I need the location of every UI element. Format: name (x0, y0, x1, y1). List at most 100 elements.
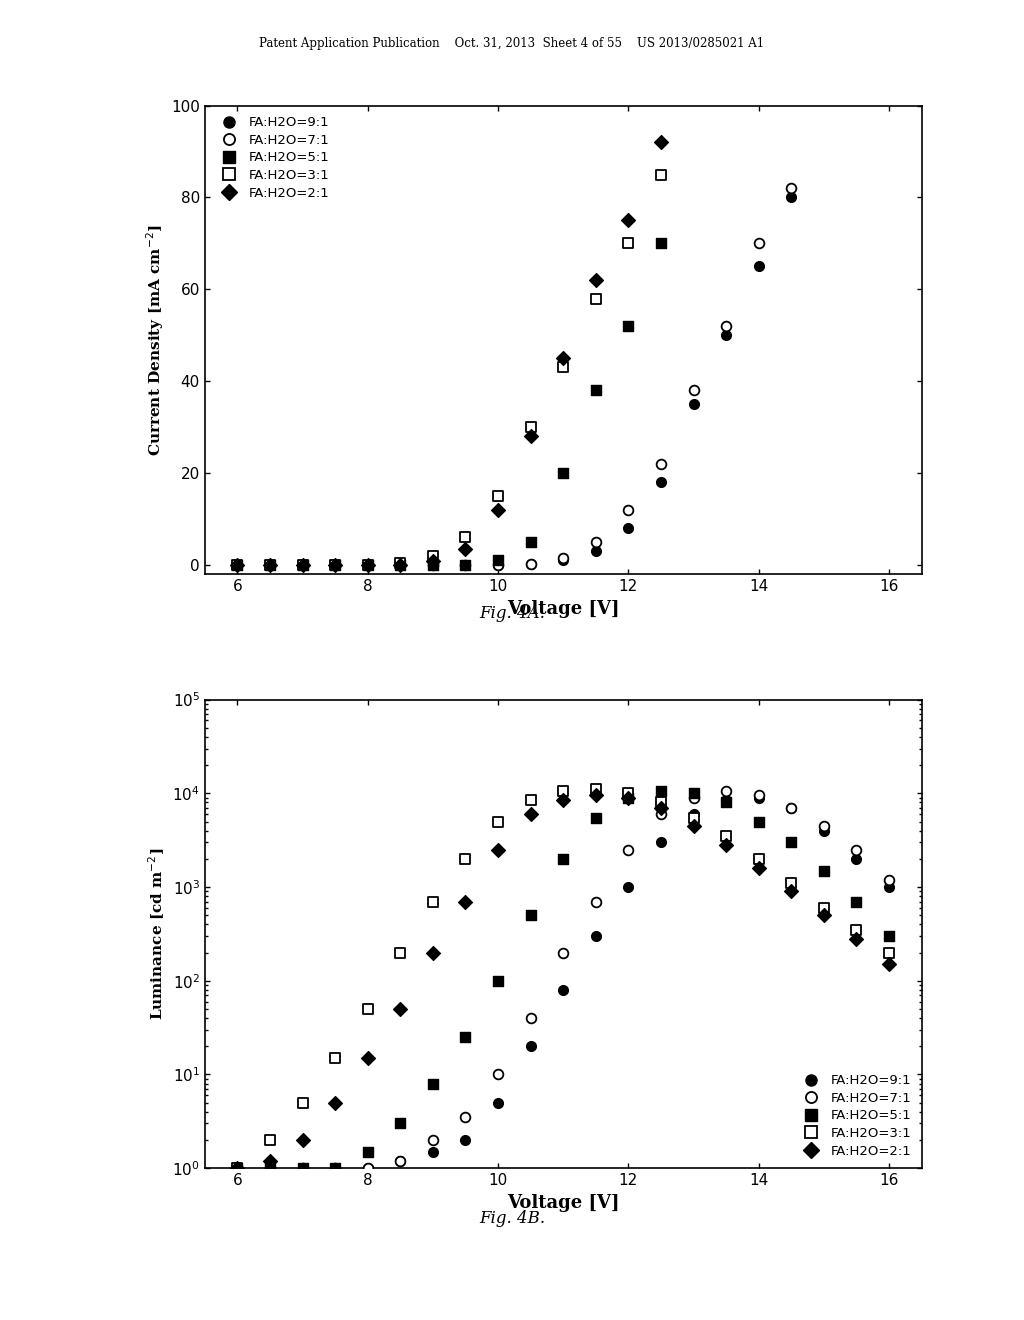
Point (652, 132, 669, 153)
Point (327, 554, 343, 576)
Point (751, 256, 767, 277)
Point (458, 891, 474, 912)
Point (327, 1158, 343, 1179)
Point (458, 539, 474, 560)
Point (458, 1027, 474, 1048)
Point (425, 1140, 441, 1162)
Point (327, 554, 343, 576)
Legend: FA:H2O=9:1, FA:H2O=7:1, FA:H2O=5:1, FA:H2O=3:1, FA:H2O=2:1: FA:H2O=9:1, FA:H2O=7:1, FA:H2O=5:1, FA:H… (794, 1071, 915, 1162)
Point (718, 325, 734, 346)
Point (588, 288, 604, 309)
Point (685, 787, 701, 808)
Point (621, 787, 637, 808)
Point (588, 925, 604, 946)
Point (751, 858, 767, 879)
Point (294, 1158, 310, 1179)
Point (458, 554, 474, 576)
X-axis label: Voltage [V]: Voltage [V] (507, 1193, 620, 1212)
Y-axis label: Luminance [cd m$^{-2}$]: Luminance [cd m$^{-2}$] (146, 847, 167, 1020)
Point (262, 554, 279, 576)
Point (229, 1158, 246, 1179)
X-axis label: Voltage [V]: Voltage [V] (507, 599, 620, 618)
Point (522, 904, 539, 925)
Point (588, 532, 604, 553)
Point (783, 797, 800, 818)
Point (522, 417, 539, 438)
Point (359, 1158, 376, 1179)
Point (262, 554, 279, 576)
Point (652, 232, 669, 253)
Point (262, 1130, 279, 1151)
Y-axis label: Current Density [mA cm$^{-2}$]: Current Density [mA cm$^{-2}$] (143, 224, 166, 455)
Point (751, 810, 767, 832)
Point (262, 1158, 279, 1179)
Point (392, 554, 409, 576)
Point (751, 232, 767, 253)
Point (621, 499, 637, 520)
Point (621, 232, 637, 253)
Point (816, 816, 833, 837)
Point (848, 891, 864, 912)
Point (555, 347, 571, 368)
Point (425, 1073, 441, 1094)
Point (783, 187, 800, 209)
Point (489, 840, 506, 861)
Point (621, 210, 637, 231)
Point (783, 832, 800, 853)
Point (262, 1150, 279, 1171)
Point (392, 942, 409, 964)
Point (359, 1047, 376, 1068)
Point (621, 840, 637, 861)
Point (294, 554, 310, 576)
Point (392, 1150, 409, 1171)
Point (522, 1036, 539, 1057)
Point (555, 942, 571, 964)
Point (621, 787, 637, 808)
Point (621, 517, 637, 539)
Point (425, 550, 441, 572)
Point (621, 315, 637, 337)
Point (652, 804, 669, 825)
Point (229, 1158, 246, 1179)
Point (652, 792, 669, 813)
Point (489, 810, 506, 832)
Point (359, 554, 376, 576)
Point (816, 820, 833, 841)
Point (359, 554, 376, 576)
Point (588, 891, 604, 912)
Point (229, 554, 246, 576)
Point (458, 1130, 474, 1151)
Point (816, 904, 833, 925)
Point (881, 869, 897, 890)
Point (718, 825, 734, 846)
Point (425, 545, 441, 566)
Point (881, 876, 897, 898)
Point (783, 880, 800, 902)
Point (555, 550, 571, 572)
Point (392, 552, 409, 573)
Point (718, 315, 734, 337)
Point (555, 356, 571, 378)
Point (555, 548, 571, 569)
Point (881, 953, 897, 974)
Point (392, 554, 409, 576)
Point (392, 554, 409, 576)
Point (881, 942, 897, 964)
Point (555, 849, 571, 870)
Point (555, 462, 571, 483)
Point (425, 554, 441, 576)
Point (652, 471, 669, 492)
Point (588, 541, 604, 562)
Point (327, 554, 343, 576)
Point (229, 1158, 246, 1179)
Point (425, 942, 441, 964)
Point (848, 840, 864, 861)
Point (425, 1130, 441, 1151)
Point (555, 789, 571, 810)
Point (652, 164, 669, 185)
Point (262, 1158, 279, 1179)
Point (652, 453, 669, 474)
Point (685, 393, 701, 414)
Point (262, 1158, 279, 1179)
Point (555, 780, 571, 801)
